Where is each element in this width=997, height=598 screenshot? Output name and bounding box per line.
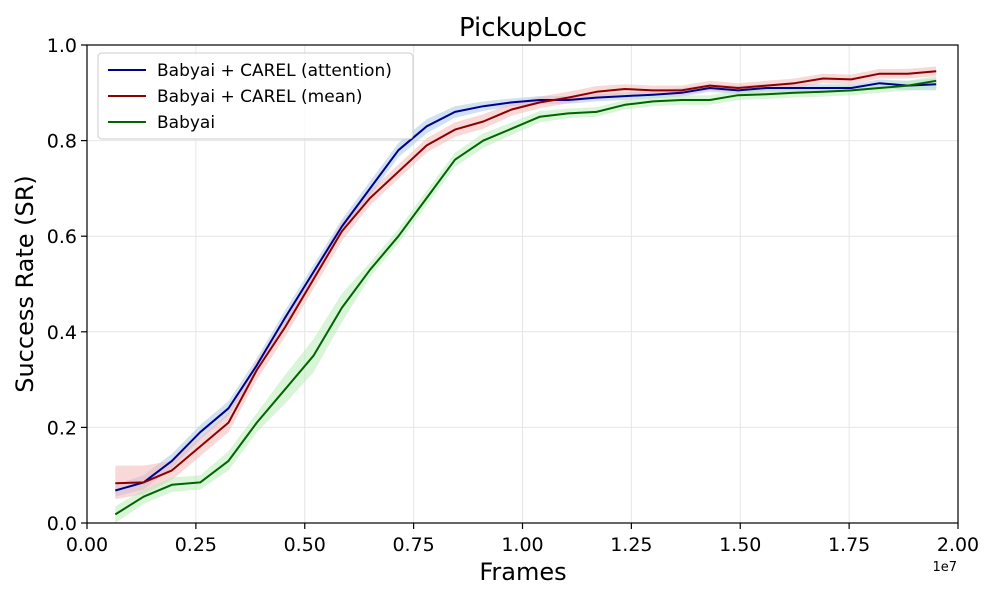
y-axis-label: Success Rate (SR)	[11, 175, 39, 393]
y-tick-label: 0.4	[47, 322, 77, 344]
legend-label-1: Babyai + CAREL (mean)	[157, 87, 363, 107]
x-tick-label: 1.75	[828, 534, 870, 556]
series-line-1	[115, 70, 937, 485]
y-axis-ticks: 0.0 0.2 0.4 0.6 0.8 1.0	[47, 35, 87, 535]
x-tick-label: 1.50	[719, 534, 761, 556]
y-tick-label: 0.8	[47, 131, 77, 153]
x-axis-ticks: 0.00 0.25 0.50 0.75 1.00 1.25 1.50 1.75 2.00	[66, 523, 979, 556]
series-line-2	[114, 79, 937, 516]
y-tick-label: 0.6	[47, 226, 77, 248]
confidence-bands	[115, 66, 937, 523]
x-tick-label: 0.50	[284, 534, 326, 556]
series-band-2	[115, 76, 937, 523]
x-tick-label: 1.00	[501, 534, 543, 556]
legend-label-2: Babyai	[157, 113, 215, 133]
y-tick-label: 0.0	[47, 513, 77, 535]
series-line-0	[115, 82, 937, 492]
x-axis-offset-label: 1e7	[932, 560, 957, 575]
x-tick-label: 0.00	[66, 534, 108, 556]
x-axis-label: Frames	[479, 558, 566, 586]
series-lines	[114, 70, 937, 516]
x-tick-label: 0.25	[175, 534, 217, 556]
y-tick-label: 1.0	[47, 35, 77, 57]
x-tick-label: 1.25	[610, 534, 652, 556]
legend: Babyai + CAREL (attention) Babyai + CAREL…	[97, 52, 414, 140]
legend-box	[97, 52, 414, 140]
x-tick-label: 2.00	[937, 534, 979, 556]
series-band-1	[115, 66, 937, 500]
legend-label-0: Babyai + CAREL (attention)	[157, 61, 392, 81]
x-tick-label: 0.75	[392, 534, 434, 556]
chart-title: PickupLoc	[459, 13, 587, 43]
y-tick-label: 0.2	[47, 417, 77, 439]
series-band-0	[115, 78, 937, 497]
